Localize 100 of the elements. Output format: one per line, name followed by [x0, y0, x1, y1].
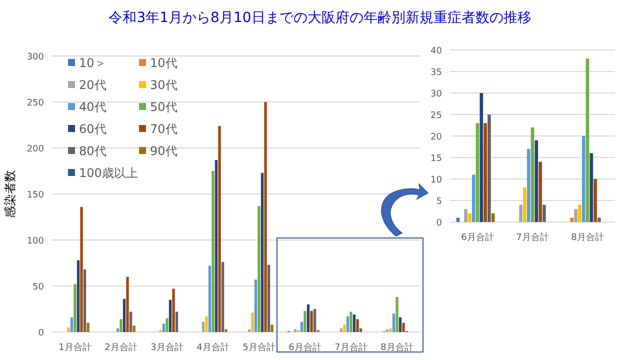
y-tick-label: 0: [38, 328, 44, 338]
bar: [590, 153, 594, 222]
bar: [523, 188, 526, 222]
y-tick-label: 5: [436, 197, 442, 207]
legend-label: 60代: [79, 122, 106, 136]
bar: [456, 218, 460, 222]
x-tick-label: 8月合計: [380, 342, 414, 353]
x-tick-label: 7月合計: [516, 232, 549, 243]
x-tick-label: 5月合計: [242, 342, 276, 353]
bar: [359, 328, 362, 332]
x-tick-label: 2月合計: [104, 342, 138, 353]
legend-label: 20代: [79, 78, 106, 92]
bar: [74, 284, 76, 332]
bar: [582, 136, 586, 222]
bar: [267, 264, 270, 332]
x-tick-label: 6月合計: [461, 232, 494, 243]
bar: [570, 218, 574, 222]
y-tick-label: 30: [430, 90, 442, 100]
bar: [396, 297, 398, 332]
bar: [70, 317, 74, 332]
bar: [310, 310, 313, 332]
bar: [476, 123, 480, 222]
y-tick-label: 15: [430, 154, 442, 164]
y-tick-label: 0: [436, 218, 442, 228]
bar: [294, 329, 297, 332]
bar: [356, 319, 359, 332]
bar: [488, 114, 491, 222]
bar: [224, 329, 228, 332]
y-tick-label: 200: [26, 144, 44, 154]
bar: [202, 322, 205, 332]
bar: [175, 312, 178, 332]
bar: [270, 324, 274, 332]
bar: [574, 209, 578, 222]
x-tick-label: 8月合計: [571, 232, 604, 243]
bar: [526, 148, 530, 222]
bar: [534, 140, 538, 222]
bar: [538, 162, 542, 222]
bar: [389, 328, 392, 332]
bar: [129, 312, 132, 332]
y-axis-title: 感染者数: [3, 170, 17, 218]
bar: [258, 206, 260, 332]
bar: [350, 312, 352, 332]
bar: [208, 266, 212, 332]
bar: [306, 304, 310, 332]
bar: [83, 269, 86, 332]
y-tick-label: 25: [430, 111, 442, 121]
y-tick-label: 250: [26, 98, 44, 108]
bar: [166, 318, 168, 332]
y-tick-label: 100: [26, 236, 44, 246]
legend-label: 40代: [79, 100, 106, 114]
x-tick-label: 3月合計: [150, 342, 184, 353]
bar: [162, 324, 166, 332]
bar: [172, 288, 175, 332]
bar: [519, 204, 522, 222]
bar: [491, 213, 495, 222]
legend-label: 90代: [150, 144, 178, 158]
bar: [264, 102, 267, 332]
bar: [304, 310, 306, 332]
legend-label: 10代: [150, 56, 178, 70]
bar: [594, 179, 597, 222]
bar: [218, 126, 221, 332]
legend-label: 80代: [79, 144, 106, 158]
bar: [343, 324, 346, 332]
bar: [86, 322, 90, 332]
bar: [392, 314, 396, 332]
bar: [346, 316, 350, 332]
bar: [300, 322, 304, 332]
bar: [398, 317, 402, 332]
bar: [530, 127, 534, 222]
bar: [221, 262, 224, 332]
bar: [313, 309, 316, 332]
bar: [67, 327, 70, 332]
bar: [468, 213, 472, 222]
y-tick-label: 50: [32, 282, 44, 292]
x-tick-label: 1月合計: [58, 342, 92, 353]
bar: [386, 329, 389, 332]
bar: [464, 209, 468, 222]
bar: [248, 329, 251, 332]
y-tick-label: 35: [430, 68, 442, 78]
bar: [352, 314, 356, 332]
bar: [132, 326, 136, 332]
bar: [212, 171, 214, 332]
bar: [126, 276, 129, 332]
x-tick-label: 7月合計: [334, 342, 368, 353]
bar: [116, 328, 120, 332]
bar: [76, 260, 80, 332]
bar: [578, 204, 582, 222]
bar: [484, 123, 487, 222]
bar: [214, 160, 218, 332]
bar: [340, 328, 343, 332]
bar: [586, 58, 590, 222]
bar: [480, 93, 484, 222]
y-tick-label: 10: [430, 176, 442, 186]
bar: [205, 316, 208, 332]
legend-label: 70代: [150, 122, 178, 136]
legend-label: 100歳以上: [79, 166, 138, 180]
bar: [80, 206, 83, 332]
bar: [542, 204, 546, 222]
bar: [472, 174, 476, 222]
bar: [120, 319, 122, 332]
